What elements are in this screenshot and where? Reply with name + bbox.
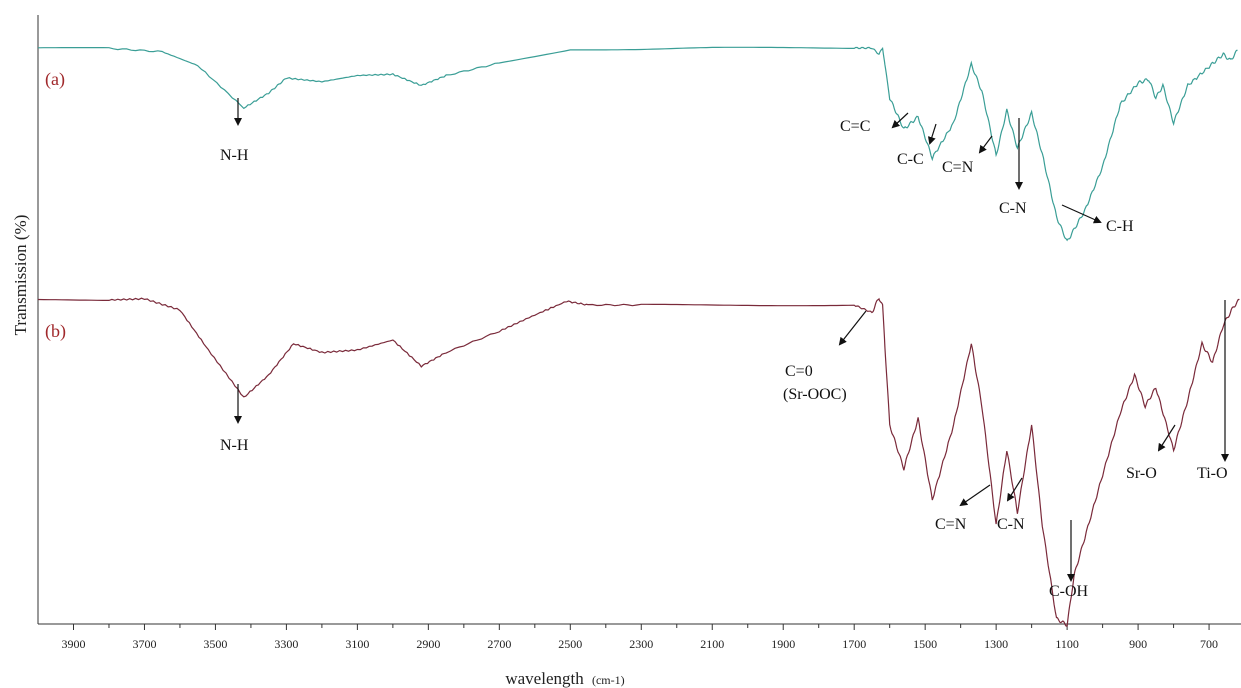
label-b-coh: C-OH [1049, 583, 1089, 600]
label-a-cn-double: C=N [942, 159, 974, 176]
arrow-a-ch [1061, 204, 1102, 224]
arrow-b-cn [1006, 477, 1023, 502]
arrow-b-cn-double [959, 484, 991, 507]
x-tick-label: 2900 [416, 637, 440, 651]
annotations-a [234, 98, 1102, 224]
x-tick-label: 2700 [487, 637, 511, 651]
label-a-cn: C-N [999, 200, 1027, 217]
label-a-cc: C-C [897, 151, 924, 168]
label-a-nh: N-H [220, 147, 249, 164]
label-b-co-sub: (Sr-OOC) [783, 386, 847, 403]
x-axis-title-text: wavelength [505, 669, 584, 688]
x-tick-label: 1500 [913, 637, 937, 651]
x-tick-label: 2300 [629, 637, 653, 651]
x-tick-label: 1100 [1055, 637, 1079, 651]
label-a-ch: C-H [1106, 218, 1134, 235]
label-b-cn: C-N [997, 516, 1025, 533]
x-axis-title-unit: (cm-1) [592, 673, 625, 687]
arrow-a-cc-double [891, 112, 909, 129]
annotations-b [234, 300, 1229, 582]
label-b-cn-double: C=N [935, 516, 967, 533]
x-tick-label: 900 [1129, 637, 1147, 651]
arrow-a-cc [927, 123, 937, 145]
x-tick-label: 3100 [345, 637, 369, 651]
x-tick-label: 3500 [203, 637, 227, 651]
x-tick-label: 2500 [558, 637, 582, 651]
y-axis-title: Transmission (%) [11, 215, 30, 336]
x-axis-ticks: 3900 3700 3500 3300 3100 2900 2700 2500 2300 2100… [61, 624, 1218, 651]
label-b-nh: N-H [220, 437, 249, 454]
label-b-sro: Sr-O [1126, 465, 1157, 482]
arrow-a-cn-double [978, 135, 993, 154]
x-tick-label: 1300 [984, 637, 1008, 651]
arrow-b-sro [1157, 424, 1176, 452]
series-line-a [37, 46, 1238, 242]
x-tick-label: 3900 [61, 637, 85, 651]
x-tick-label: 1700 [842, 637, 866, 651]
label-b-tio: Ti-O [1197, 465, 1228, 482]
x-axis-title: wavelength (cm-1) [505, 669, 624, 688]
x-tick-label: 700 [1200, 637, 1218, 651]
arrow-b-co [838, 310, 867, 346]
label-b-co: C=0 [785, 363, 813, 380]
x-tick-label: 3300 [274, 637, 298, 651]
label-a-cc-double: C=C [840, 118, 870, 135]
x-tick-label: 2100 [700, 637, 724, 651]
series-line-b [37, 297, 1240, 627]
x-tick-label: 1900 [771, 637, 795, 651]
x-tick-label: 3700 [132, 637, 156, 651]
panel-label-a: (a) [45, 69, 65, 90]
panel-label-b: (b) [45, 321, 66, 342]
